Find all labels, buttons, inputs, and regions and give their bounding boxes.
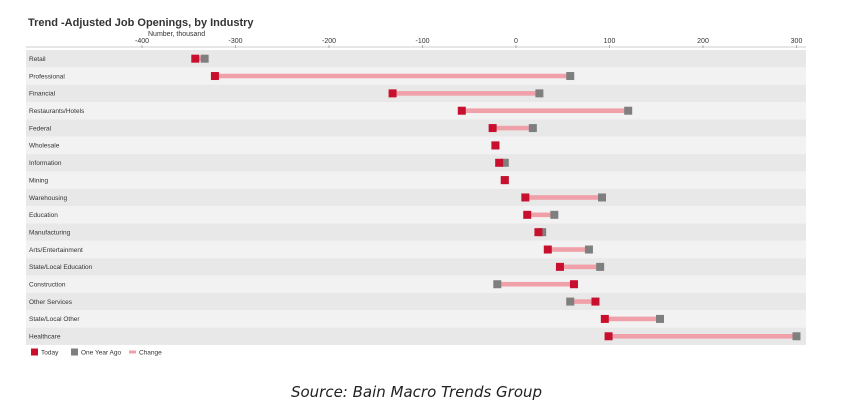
row-band bbox=[26, 154, 806, 172]
row-band bbox=[26, 275, 806, 293]
source-caption: Source: Bain Macro Trends Group bbox=[290, 383, 543, 401]
category-label: Healthcare bbox=[29, 334, 61, 341]
category-label: Warehousing bbox=[29, 195, 67, 202]
x-tick-label: 100 bbox=[604, 38, 616, 45]
today-marker bbox=[543, 245, 552, 254]
legend-swatch-today bbox=[31, 348, 38, 356]
x-tick-label: -300 bbox=[228, 38, 242, 45]
change-bar bbox=[497, 281, 574, 287]
today-marker bbox=[521, 193, 530, 202]
one-year-ago-marker bbox=[500, 158, 509, 167]
change-bar bbox=[214, 73, 571, 79]
change-bar bbox=[392, 91, 540, 96]
today-marker bbox=[210, 72, 219, 81]
today-marker bbox=[569, 280, 578, 289]
x-tick-label: 0 bbox=[514, 38, 518, 45]
today-marker bbox=[523, 210, 532, 219]
change-bar bbox=[525, 195, 603, 200]
x-tick-label: -100 bbox=[415, 38, 429, 45]
row-band bbox=[26, 50, 806, 68]
x-tick-label: 200 bbox=[697, 38, 709, 45]
legend-label: Change bbox=[139, 349, 162, 356]
change-bar bbox=[461, 108, 629, 114]
one-year-ago-marker bbox=[655, 314, 664, 323]
row-band bbox=[26, 327, 806, 345]
row-band bbox=[26, 102, 806, 120]
change-bar bbox=[559, 264, 601, 270]
change-bar bbox=[570, 299, 596, 304]
row-band bbox=[26, 258, 806, 276]
x-tick-label: 300 bbox=[791, 38, 803, 45]
change-bar bbox=[608, 333, 797, 339]
chart-figure: Trend -Adjusted Job Openings, by Industr… bbox=[26, 17, 806, 356]
category-label: Arts/Entertainment bbox=[29, 247, 83, 254]
legend-label: Today bbox=[41, 349, 59, 356]
today-marker bbox=[488, 124, 497, 133]
today-marker bbox=[491, 141, 500, 150]
today-marker bbox=[534, 228, 543, 237]
one-year-ago-marker bbox=[200, 54, 209, 63]
today-marker bbox=[457, 106, 466, 115]
chart-title: Trend -Adjusted Job Openings, by Industr… bbox=[28, 17, 254, 29]
x-tick-label: -200 bbox=[322, 38, 336, 45]
row-band bbox=[26, 171, 806, 189]
category-label: Federal bbox=[29, 125, 52, 132]
dumbbell-chart: Trend -Adjusted Job Openings, by Industr… bbox=[26, 17, 806, 356]
one-year-ago-marker bbox=[624, 106, 633, 115]
one-year-ago-marker bbox=[566, 72, 575, 81]
row-band bbox=[26, 206, 806, 224]
category-label: Education bbox=[29, 212, 58, 219]
one-year-ago-marker bbox=[792, 332, 801, 341]
row-band bbox=[26, 119, 806, 137]
category-label: Restaurants/Hotels bbox=[29, 108, 85, 115]
row-band bbox=[26, 310, 806, 328]
change-bar bbox=[195, 56, 205, 61]
category-label: Retail bbox=[29, 56, 46, 63]
one-year-ago-marker bbox=[528, 124, 537, 133]
one-year-ago-marker bbox=[493, 280, 502, 289]
today-marker bbox=[495, 158, 504, 167]
today-marker bbox=[388, 89, 397, 98]
change-bar bbox=[527, 212, 555, 218]
one-year-ago-marker bbox=[535, 89, 544, 98]
one-year-ago-marker bbox=[566, 297, 575, 306]
one-year-ago-marker bbox=[550, 210, 559, 219]
change-bar bbox=[604, 316, 660, 322]
one-year-ago-marker bbox=[596, 262, 605, 271]
category-label: Manufacturing bbox=[29, 229, 71, 236]
row-band bbox=[26, 292, 806, 311]
category-label: Professional bbox=[29, 73, 65, 80]
today-marker bbox=[604, 332, 613, 341]
row-band bbox=[26, 136, 806, 155]
legend-label: One Year Ago bbox=[81, 349, 122, 356]
category-label: Information bbox=[29, 160, 62, 167]
category-label: State/Local Other bbox=[29, 316, 80, 323]
today-marker bbox=[500, 176, 509, 185]
legend-swatch-change bbox=[129, 350, 136, 354]
category-label: Financial bbox=[29, 91, 56, 98]
row-band bbox=[26, 223, 806, 241]
today-marker bbox=[591, 297, 600, 306]
today-marker bbox=[600, 314, 609, 323]
category-label: Construction bbox=[29, 282, 66, 289]
row-band bbox=[26, 240, 806, 259]
category-label: Other Services bbox=[29, 299, 73, 306]
one-year-ago-marker bbox=[598, 193, 607, 202]
category-label: State/Local Education bbox=[29, 264, 93, 271]
category-label: Wholesale bbox=[29, 143, 60, 150]
change-bar bbox=[547, 247, 589, 252]
category-label: Mining bbox=[29, 177, 49, 184]
chart-subtitle: Number, thousand bbox=[148, 31, 205, 38]
row-band bbox=[26, 188, 806, 207]
today-marker bbox=[191, 54, 200, 63]
today-marker bbox=[555, 262, 564, 271]
legend-swatch-one-year-ago bbox=[71, 348, 78, 356]
x-tick-label: -400 bbox=[135, 38, 149, 45]
change-bar bbox=[492, 125, 533, 131]
one-year-ago-marker bbox=[584, 245, 593, 254]
